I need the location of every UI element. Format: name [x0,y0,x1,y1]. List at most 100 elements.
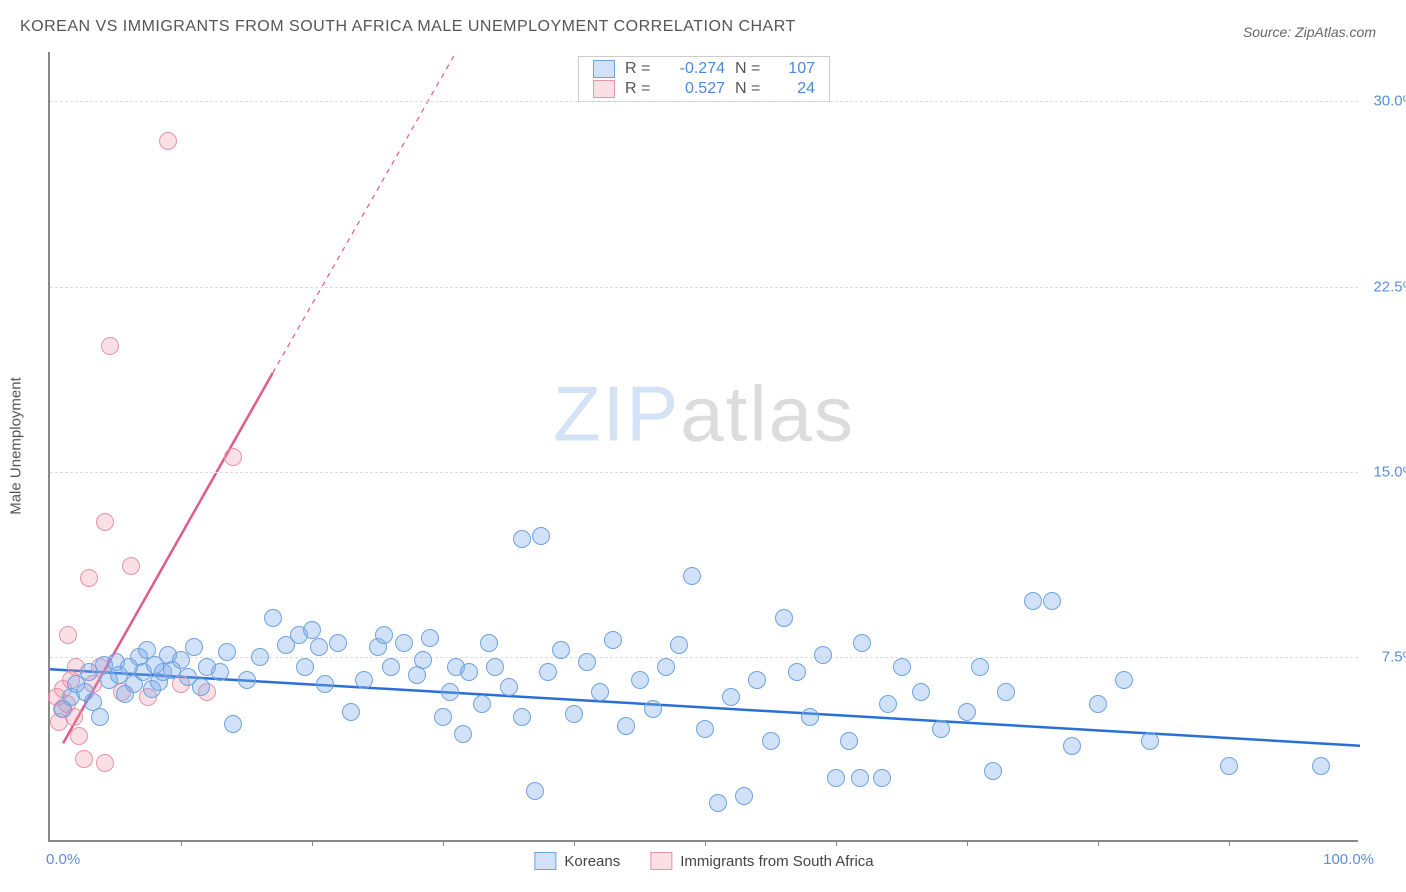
data-point [473,695,491,713]
data-point [224,715,242,733]
legend-stat-value: 0.527 [665,80,725,98]
data-point [552,641,570,659]
grid-line [50,657,1358,658]
data-point [657,658,675,676]
data-point [958,703,976,721]
legend-stat-value: 24 [775,80,815,98]
data-point [1063,737,1081,755]
x-axis-tick [574,840,575,846]
legend-stat-label: R = [625,60,655,78]
y-axis-tick-label: 22.5% [1373,278,1406,295]
data-point [578,653,596,671]
legend-row: R = 0.527 N = 24 [579,79,829,99]
legend-swatch [593,80,615,98]
data-point [997,683,1015,701]
data-point [775,609,793,627]
data-point [683,567,701,585]
data-point [1312,757,1330,775]
data-point [696,720,714,738]
data-point [788,663,806,681]
x-axis-tick [443,840,444,846]
data-point [851,769,869,787]
data-point [238,671,256,689]
series-legend: Koreans Immigrants from South Africa [534,852,873,870]
data-point [310,638,328,656]
data-point [853,634,871,652]
data-point [1024,592,1042,610]
chart-title: KOREAN VS IMMIGRANTS FROM SOUTH AFRICA M… [20,18,796,36]
data-point [303,621,321,639]
legend-stat-label: N = [735,60,765,78]
data-point [316,675,334,693]
data-point [1220,757,1238,775]
data-point [631,671,649,689]
data-point [96,754,114,772]
data-point [454,725,472,743]
watermark-zip: ZIP [553,370,680,458]
data-point [159,132,177,150]
data-point [604,631,622,649]
grid-line [50,472,1358,473]
data-point [395,634,413,652]
data-point [59,626,77,644]
data-point [565,705,583,723]
data-point [185,638,203,656]
data-point [617,717,635,735]
legend-swatch [534,852,556,870]
data-point [513,530,531,548]
data-point [441,683,459,701]
x-axis-tick [312,840,313,846]
grid-line [50,287,1358,288]
series-legend-label: Immigrants from South Africa [680,853,873,870]
data-point [801,708,819,726]
data-point [460,663,478,681]
data-point [75,750,93,768]
data-point [513,708,531,726]
data-point [670,636,688,654]
data-point [421,629,439,647]
data-point [355,671,373,689]
data-point [879,695,897,713]
data-point [480,634,498,652]
data-point [296,658,314,676]
data-point [91,708,109,726]
data-point [101,337,119,355]
legend-swatch [593,60,615,78]
legend-swatch [650,852,672,870]
data-point [342,703,360,721]
y-axis-tick-label: 15.0% [1373,463,1406,480]
data-point [532,527,550,545]
data-point [827,769,845,787]
data-point [192,678,210,696]
y-axis-tick-label: 30.0% [1373,93,1406,110]
data-point [1089,695,1107,713]
data-point [1043,592,1061,610]
data-point [735,787,753,805]
series-legend-item: Koreans [534,852,620,870]
data-point [722,688,740,706]
legend-stat-label: R = [625,80,655,98]
y-axis-tick-label: 7.5% [1382,648,1406,665]
data-point [840,732,858,750]
data-point [644,700,662,718]
data-point [893,658,911,676]
legend-stat-value: -0.274 [665,60,725,78]
data-point [762,732,780,750]
source-label: Source: [1243,24,1291,40]
data-point [375,626,393,644]
data-point [1115,671,1133,689]
data-point [748,671,766,689]
grid-line [50,101,1358,102]
x-axis-max-label: 100.0% [1323,851,1374,868]
x-axis-tick [181,840,182,846]
legend-stat-label: N = [735,80,765,98]
source-attribution: Source: ZipAtlas.com [1243,24,1376,40]
data-point [80,569,98,587]
watermark: ZIPatlas [553,369,855,460]
trend-line [273,52,456,373]
y-axis-title: Male Unemployment [8,377,25,515]
data-point [591,683,609,701]
data-point [96,513,114,531]
legend-row: R =-0.274N =107 [579,59,829,79]
data-point [932,720,950,738]
